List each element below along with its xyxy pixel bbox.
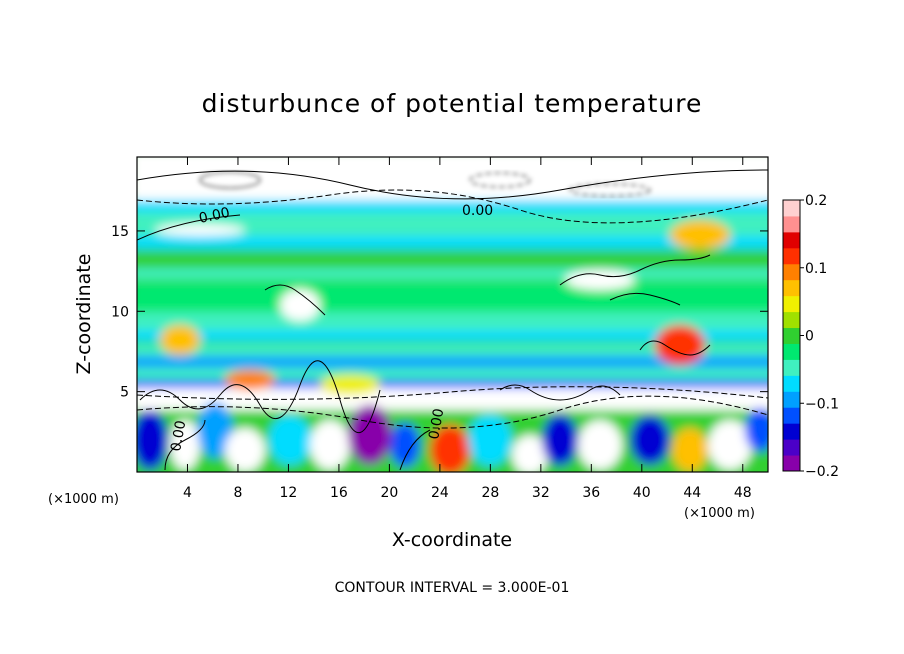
contour-label: 0.00 bbox=[462, 203, 493, 219]
colorbar-swatch bbox=[783, 215, 800, 233]
heatmap-field bbox=[137, 157, 768, 472]
colorbar-swatch bbox=[783, 279, 800, 297]
x-axis-ticks: 4 8 12 16 20 24 28 32 36 40 44 48 bbox=[183, 157, 752, 501]
colorbar-swatch bbox=[783, 263, 800, 281]
colorbar-swatch bbox=[783, 247, 800, 265]
x-tick-label: 36 bbox=[582, 485, 600, 501]
contour-label: 0.00 bbox=[168, 419, 189, 452]
plot-frame bbox=[136, 156, 769, 473]
y-tick-label: 10 bbox=[111, 304, 129, 320]
colorbar-tick-label: −0.1 bbox=[805, 396, 839, 412]
contour-label: 0.00 bbox=[198, 205, 232, 227]
colorbar-swatch bbox=[783, 439, 800, 456]
x-tick-label: 44 bbox=[683, 485, 701, 501]
x-tick-label: 8 bbox=[233, 485, 242, 501]
colorbar-swatch bbox=[783, 407, 800, 424]
colorbar-swatch bbox=[783, 375, 800, 392]
colorbar-tick-label: −0.2 bbox=[805, 464, 839, 480]
y-axis-ticks: 5 10 15 bbox=[111, 224, 768, 401]
colorbar-swatch bbox=[783, 231, 800, 249]
x-tick-label: 48 bbox=[734, 485, 752, 501]
colorbar-swatch bbox=[783, 391, 800, 408]
x-unit-left: (×1000 m) bbox=[48, 492, 119, 507]
x-tick-label: 24 bbox=[431, 485, 449, 501]
chart-title: disturbunce of potential temperature bbox=[202, 89, 703, 118]
colorbar-tick-label: 0.2 bbox=[805, 193, 827, 209]
colorbar-tick-label: 0.1 bbox=[805, 261, 827, 277]
contour-interval-note: CONTOUR INTERVAL = 3.000E-01 bbox=[335, 580, 570, 596]
colorbar-swatch bbox=[783, 359, 800, 376]
x-axis-label: X-coordinate bbox=[392, 529, 512, 551]
colorbar-swatch bbox=[783, 200, 800, 217]
colorbar-swatch bbox=[783, 455, 800, 472]
x-tick-label: 16 bbox=[330, 485, 348, 501]
y-tick-label: 15 bbox=[111, 224, 129, 240]
colorbar bbox=[782, 199, 801, 472]
colorbar-ticks: 0.2 0.1 0 −0.1 −0.2 bbox=[800, 193, 839, 480]
x-tick-label: 32 bbox=[532, 485, 550, 501]
x-tick-label: 28 bbox=[481, 485, 499, 501]
contour-label: 0.00 bbox=[426, 407, 447, 440]
y-axis-label: Z-coordinate bbox=[73, 254, 95, 375]
x-tick-label: 4 bbox=[183, 485, 192, 501]
colorbar-swatch bbox=[783, 311, 800, 329]
x-unit-right: (×1000 m) bbox=[684, 506, 755, 521]
y-tick-label: 5 bbox=[120, 385, 129, 401]
colorbar-swatch bbox=[783, 343, 800, 360]
x-tick-label: 12 bbox=[280, 485, 298, 501]
x-tick-label: 40 bbox=[633, 485, 651, 501]
colorbar-swatch bbox=[783, 327, 800, 344]
colorbar-tick-label: 0 bbox=[805, 329, 814, 345]
x-tick-label: 20 bbox=[380, 485, 398, 501]
colorbar-swatch bbox=[783, 295, 800, 313]
colorbar-swatch bbox=[783, 423, 800, 440]
